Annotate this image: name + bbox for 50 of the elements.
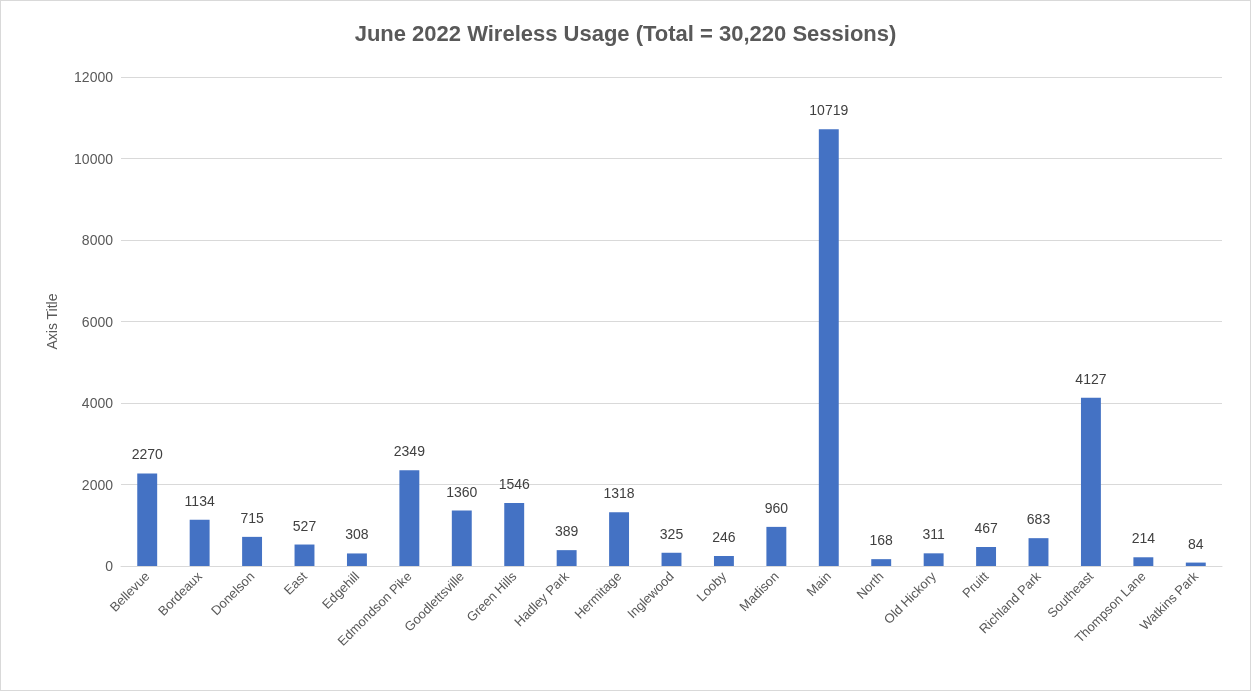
y-tick-label: 0 [105, 558, 114, 574]
bar [609, 512, 630, 566]
data-label: 1318 [603, 485, 635, 502]
y-tick-label: 8000 [81, 232, 114, 248]
bar [976, 546, 997, 566]
data-label: 527 [292, 517, 317, 534]
data-label: 467 [974, 519, 998, 536]
bar [713, 555, 734, 566]
data-label: 389 [554, 523, 579, 540]
bar [294, 544, 315, 566]
bar [556, 550, 577, 566]
bar [1133, 557, 1154, 566]
data-label: 715 [240, 509, 264, 526]
bar [1080, 397, 1101, 566]
bar [661, 552, 682, 566]
bar [451, 510, 472, 566]
data-label: 311 [922, 526, 946, 543]
bar [346, 553, 367, 566]
data-label: 683 [1026, 511, 1051, 528]
data-label: 2270 [131, 446, 163, 463]
bar [871, 559, 892, 566]
data-label: 308 [345, 526, 369, 543]
chart-title: June 2022 Wireless Usage (Total = 30,220 Sessions) [354, 20, 897, 46]
y-tick-label: 6000 [81, 313, 114, 330]
data-label: 246 [712, 528, 736, 545]
data-label: 325 [659, 525, 684, 542]
bar [766, 526, 787, 566]
data-label: 10719 [809, 102, 849, 119]
y-tick-label: 10000 [74, 150, 114, 167]
y-tick-label: 2000 [81, 476, 114, 493]
data-label: 168 [869, 532, 894, 549]
bar [242, 536, 263, 566]
data-label: 2349 [393, 443, 426, 460]
bar [923, 553, 944, 566]
data-label: 1134 [184, 492, 215, 509]
bar [399, 470, 420, 566]
data-label: 960 [764, 499, 789, 516]
bar [504, 503, 525, 566]
bar [189, 519, 210, 566]
bar [818, 129, 839, 566]
data-label: 4127 [1075, 370, 1107, 387]
data-label: 214 [1131, 530, 1156, 547]
data-label: 1546 [498, 476, 530, 492]
y-axis-title: Axis Title [44, 293, 60, 350]
y-tick-label: 12000 [74, 69, 114, 85]
data-label: 84 [1188, 535, 1204, 552]
bar [137, 473, 158, 566]
data-label: 1360 [446, 483, 478, 500]
bar [1028, 538, 1049, 566]
y-tick-label: 4000 [81, 395, 114, 411]
